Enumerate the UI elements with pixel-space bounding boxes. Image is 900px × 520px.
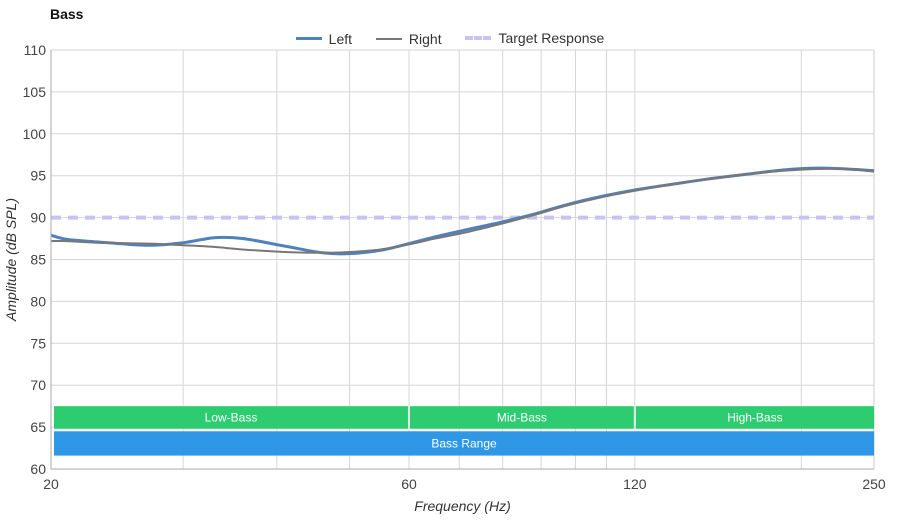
series-line-right (50, 167, 875, 254)
legend-item-left[interactable]: Left (295, 30, 353, 47)
chart-title: Bass (50, 6, 84, 22)
range-band-1 (409, 406, 634, 429)
x-tick-label: 20 (43, 476, 59, 492)
range-band-2 (635, 406, 874, 429)
y-tick-label: 105 (23, 84, 47, 100)
range-band-label-3: Bass Range (431, 436, 497, 450)
legend-swatch-right (375, 38, 402, 40)
y-tick-label: 90 (30, 210, 46, 226)
y-tick-label: 80 (30, 293, 46, 309)
y-tick-label: 65 (30, 419, 46, 435)
range-bands: Low-Bass Mid-Bass High-Bass Bass Range (54, 406, 874, 456)
y-tick-label: 60 (30, 461, 46, 477)
legend-swatch-left (295, 37, 322, 40)
legend-item-target[interactable]: Target Response (465, 30, 604, 46)
y-tick-label: 100 (23, 126, 47, 142)
legend-label-right: Right (408, 31, 442, 47)
y-tick-label: 110 (24, 42, 47, 58)
legend: Left Right Target Response (0, 27, 900, 47)
range-band-0 (54, 406, 408, 429)
range-band-label-1: Mid-Bass (497, 410, 547, 424)
legend-label-target: Target Response (498, 30, 605, 46)
legend-item-right[interactable]: Right (375, 31, 442, 47)
y-tick-label: 75 (30, 335, 46, 351)
x-axis-title: Frequency (Hz) (414, 498, 510, 514)
y-axis-title: Amplitude (dB SPL) (3, 198, 19, 322)
y-tick-label: 70 (30, 377, 46, 393)
x-tick-label: 120 (623, 476, 647, 492)
legend-label-left: Left (328, 30, 353, 47)
x-tick-label: 60 (401, 476, 417, 492)
series-lines (50, 166, 875, 256)
range-band-label-0: Low-Bass (205, 410, 258, 424)
range-band-label-2: High-Bass (727, 410, 782, 424)
x-tick-label: 250 (862, 476, 886, 492)
legend-swatch-target (465, 36, 492, 40)
range-band-3 (54, 431, 874, 456)
y-tick-label: 85 (30, 252, 46, 268)
series-line-left (50, 166, 875, 256)
y-tick-label: 95 (30, 168, 46, 184)
